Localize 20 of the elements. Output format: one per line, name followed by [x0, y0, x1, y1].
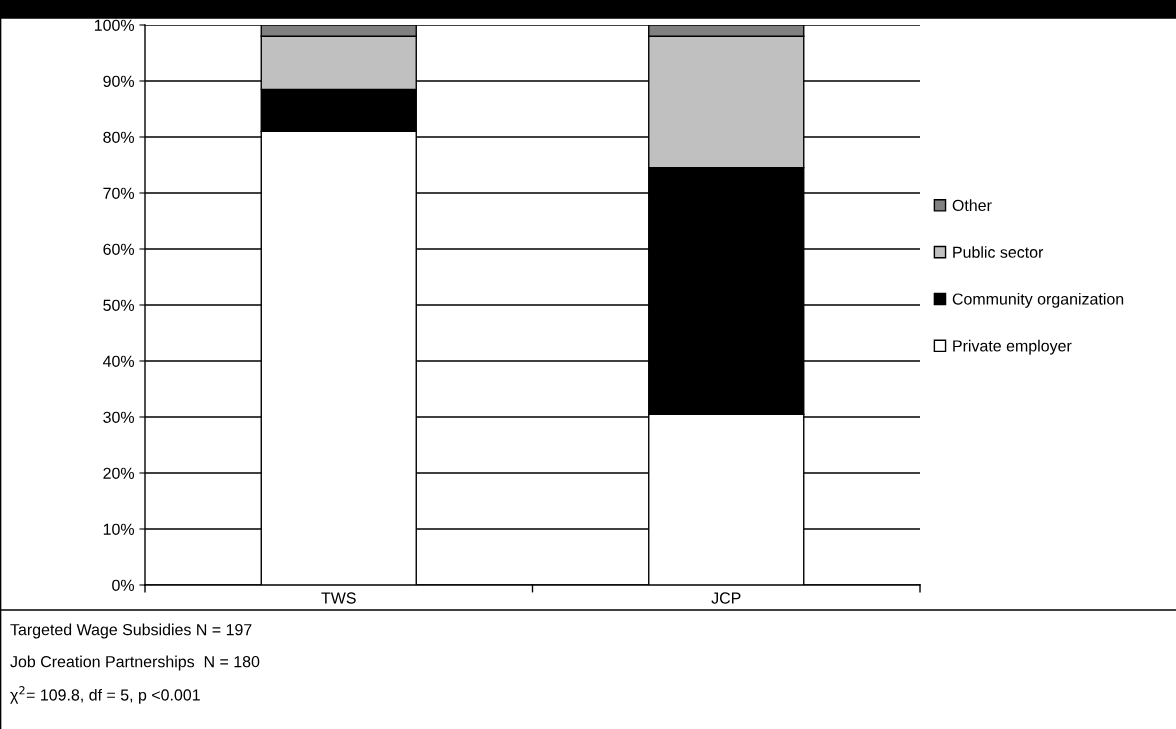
legend-label: Other [952, 199, 992, 212]
y-tick-label: 10% [103, 523, 135, 535]
y-tick-label: 70% [103, 187, 135, 199]
y-tick-label: 100% [94, 19, 135, 31]
x-tick-label: JCP [711, 592, 741, 604]
y-tick-label: 50% [103, 299, 135, 311]
y-tick-label: 30% [103, 411, 135, 423]
text: Job Creation Partnerships N = 180 [10, 655, 260, 671]
y-tick-label: 0% [112, 579, 135, 591]
legend-label: Community organization [952, 292, 1124, 308]
y-tick-label: 80% [103, 131, 135, 143]
legend-label: Public sector [953, 246, 1044, 258]
text: χ$^{2}$= 109.8, df = 5, p <0.001 [10, 686, 200, 704]
y-tick-label: 40% [102, 355, 135, 367]
text: Targeted Wage Subsidies N = 197 [10, 623, 252, 639]
y-tick-label: 90% [103, 75, 135, 87]
y-tick-label: 20% [103, 467, 135, 479]
y-tick-label: 60% [103, 243, 135, 255]
x-tick-label: TWS [321, 592, 356, 604]
legend-label: Private employer [953, 339, 1072, 355]
